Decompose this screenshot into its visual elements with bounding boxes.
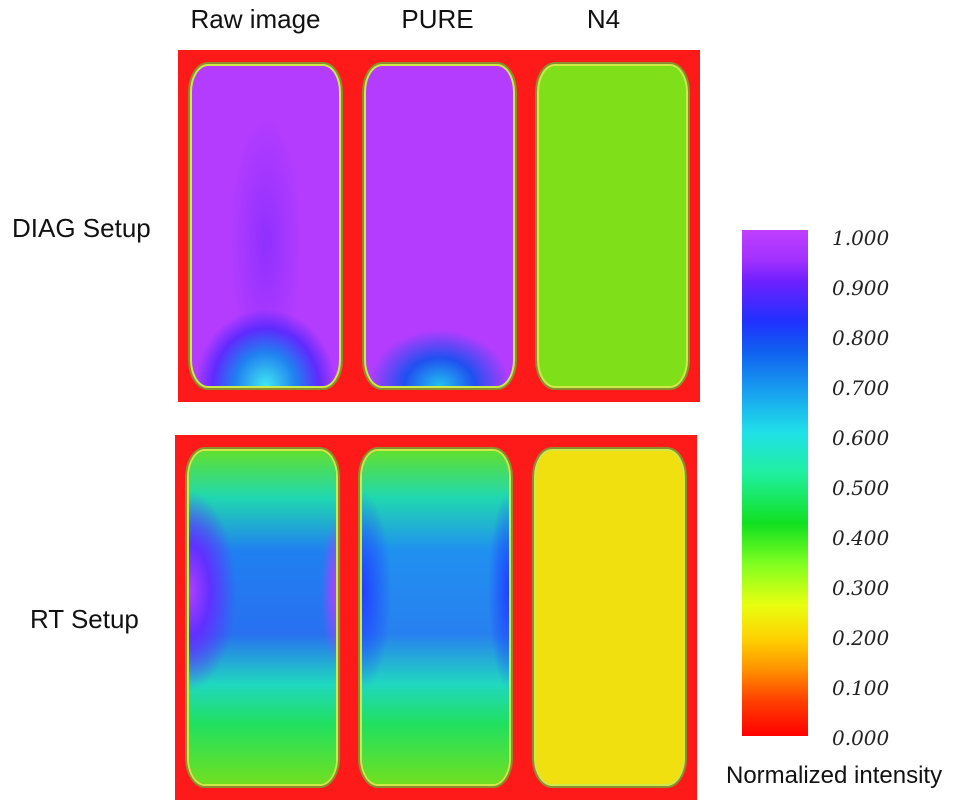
panel-diag-pure xyxy=(352,50,527,402)
phantom-diag-pure xyxy=(366,66,513,386)
colorbar-label: Normalized intensity xyxy=(726,762,943,789)
phantom-rt-pure xyxy=(362,451,509,784)
column-title-pure: PURE xyxy=(401,4,474,34)
panel-diag-raw xyxy=(178,50,353,402)
column-title-raw: Raw image xyxy=(190,4,321,34)
colorbar-tick: 0.800 xyxy=(832,326,890,350)
phantom-diag-raw xyxy=(192,66,339,386)
panel-rt-n4 xyxy=(522,435,697,800)
row-label-diag: DIAG Setup xyxy=(12,213,151,243)
colorbar-tick: 0.600 xyxy=(832,426,890,450)
colorbar-tick: 0.200 xyxy=(832,626,890,650)
colorbar xyxy=(742,230,808,736)
panel-rt-pure xyxy=(348,435,523,800)
colorbar-tick: 0.500 xyxy=(832,476,890,500)
colorbar-tick: 0.900 xyxy=(832,276,890,300)
colorbar-tick: 0.000 xyxy=(832,726,890,750)
colorbar-tick: 0.100 xyxy=(832,676,890,700)
colorbar-tick: 1.000 xyxy=(832,226,890,250)
colorbar-tick: 0.400 xyxy=(832,526,890,550)
colorbar-tick: 0.700 xyxy=(832,376,890,400)
colorbar-tick: 0.300 xyxy=(832,576,890,600)
phantom-rt-n4 xyxy=(536,451,683,784)
row-label-rt: RT Setup xyxy=(30,604,139,634)
phantom-diag-n4 xyxy=(539,66,686,386)
phantom-rt-raw xyxy=(189,451,336,784)
column-title-n4: N4 xyxy=(586,4,621,34)
panel-rt-raw xyxy=(175,435,350,800)
panel-diag-n4 xyxy=(525,50,700,402)
